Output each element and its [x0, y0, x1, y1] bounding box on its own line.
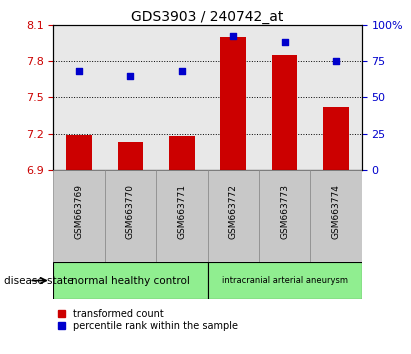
Bar [208, 262, 362, 299]
Point [230, 34, 237, 39]
Text: disease state: disease state [4, 275, 74, 286]
Bar [323, 107, 349, 170]
Text: GSM663769: GSM663769 [75, 184, 83, 239]
Bar [105, 170, 156, 262]
Bar [118, 142, 143, 170]
Bar [53, 170, 105, 262]
Bar [66, 135, 92, 170]
Text: intracranial arterial aneurysm: intracranial arterial aneurysm [222, 276, 348, 285]
Bar [259, 170, 310, 262]
Bar [169, 136, 195, 170]
Text: GSM663774: GSM663774 [332, 184, 340, 239]
Title: GDS3903 / 240742_at: GDS3903 / 240742_at [132, 10, 284, 24]
Text: GSM663772: GSM663772 [229, 184, 238, 239]
Point [281, 39, 288, 45]
Bar [53, 262, 208, 299]
Point [333, 58, 339, 64]
Bar [220, 37, 246, 170]
Point [76, 68, 82, 74]
Point [127, 73, 134, 78]
Text: GSM663771: GSM663771 [178, 184, 186, 239]
Legend: transformed count, percentile rank within the sample: transformed count, percentile rank withi… [58, 309, 238, 331]
Bar [272, 55, 298, 170]
Text: GSM663773: GSM663773 [280, 184, 289, 239]
Point [178, 68, 185, 74]
Bar [208, 170, 259, 262]
Text: normal healthy control: normal healthy control [71, 275, 190, 286]
Bar [310, 170, 362, 262]
Bar [156, 170, 208, 262]
Text: GSM663770: GSM663770 [126, 184, 135, 239]
